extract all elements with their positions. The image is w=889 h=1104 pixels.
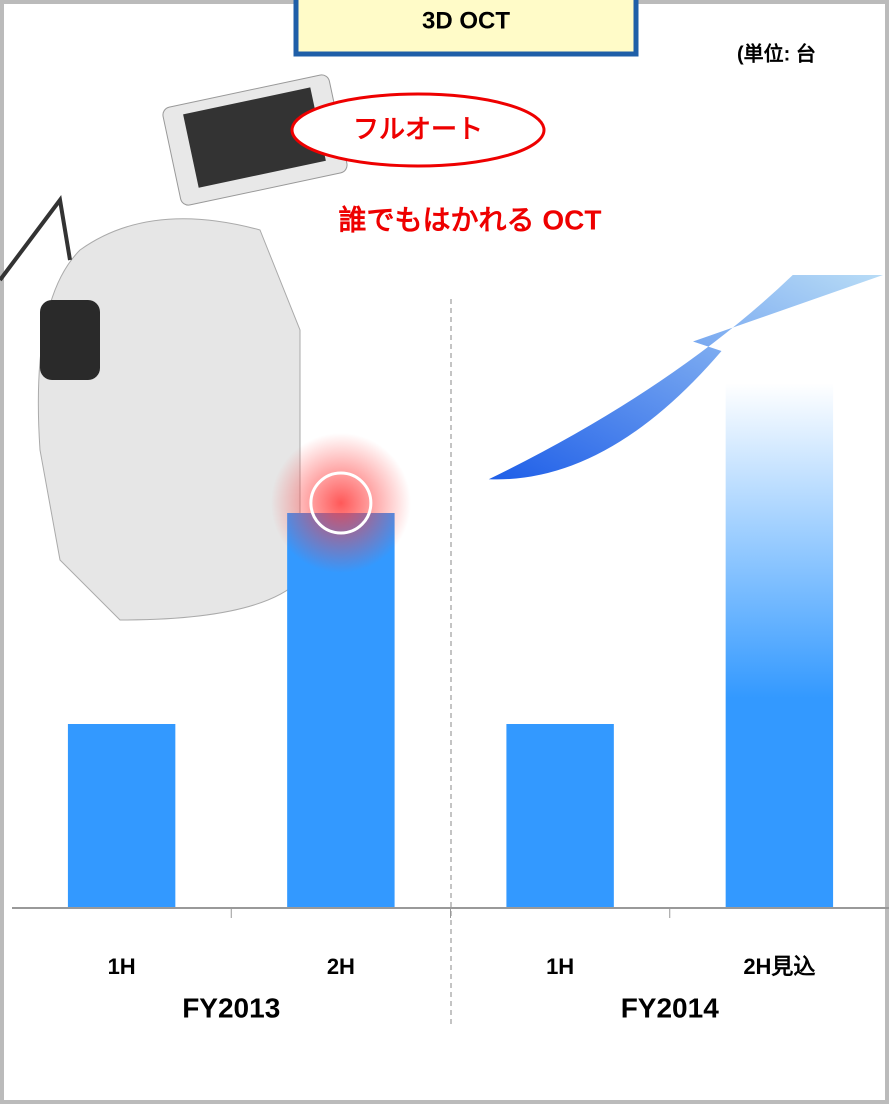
- group-label: FY2013: [182, 992, 280, 1023]
- x-tick-label: 1H: [108, 954, 136, 979]
- chart-title: 3D OCT: [422, 7, 510, 34]
- title-box: [293, 0, 639, 57]
- bar: [287, 513, 395, 908]
- device-image: [0, 74, 348, 621]
- x-tick-label: 2H: [327, 954, 355, 979]
- highlight-glow: [270, 433, 411, 573]
- annotation: 誰でもはかれる OCT: [339, 203, 602, 235]
- growth-arrow: [488, 275, 884, 480]
- annotation: フルオート: [353, 114, 483, 144]
- x-tick-label: 2H見込: [743, 954, 815, 979]
- group-label: FY2014: [621, 992, 719, 1023]
- highlight-circle: [309, 471, 373, 535]
- x-tick-label: 1H: [546, 954, 574, 979]
- unit-label: (単位: 台: [737, 41, 816, 65]
- bar: [67, 724, 176, 908]
- bar: [725, 383, 834, 908]
- bar: [506, 724, 614, 908]
- annotation-ellipse: [290, 92, 546, 168]
